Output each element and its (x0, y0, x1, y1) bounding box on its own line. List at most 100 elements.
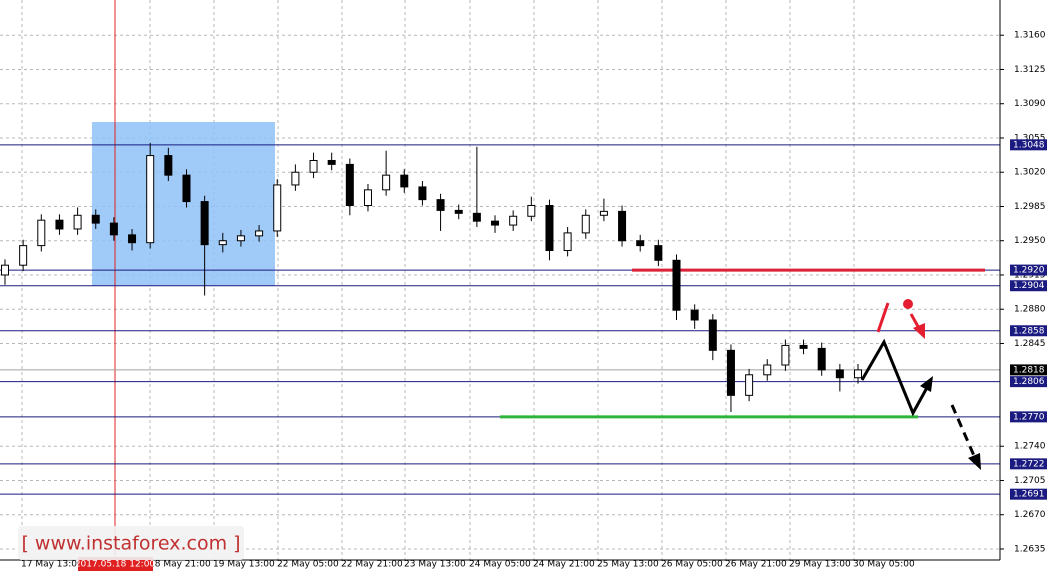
candle-body (400, 174, 409, 188)
level-label: 1.2770 (1013, 412, 1045, 422)
y-tick-label: 1.2950 (1014, 236, 1046, 246)
candle-body (509, 215, 518, 226)
candle-body (563, 232, 572, 252)
candle-body (55, 219, 64, 230)
candles (1, 142, 862, 412)
candle-body (599, 210, 608, 216)
y-tick-label: 1.2670 (1014, 510, 1046, 520)
y-tick-label: 1.3125 (1014, 65, 1046, 75)
watermark: [ www.instaforex.com ] (21, 533, 240, 555)
y-tick-label: 1.3020 (1014, 168, 1046, 178)
x-tick-label: 23 May 13:00 (404, 560, 466, 570)
candle-body (37, 219, 46, 247)
x-tick-label: 24 May 21:00 (533, 560, 595, 570)
candle-body (363, 189, 372, 206)
level-label-bg (1010, 264, 1047, 276)
candle-body (472, 212, 481, 222)
x-tick-label: 18 May 21:00 (149, 560, 211, 570)
candle-body (618, 210, 627, 242)
level-label: 1.2904 (1013, 281, 1045, 291)
candle-body (745, 374, 754, 396)
candle-body (218, 240, 227, 246)
candle-body (436, 199, 445, 211)
level-label: 1.2806 (1013, 377, 1045, 387)
y-axis-labels: 1.3160 1.3125 1.3090 1.3055 1.3020 1.2985 1.29… (1000, 31, 1047, 554)
level-label-bg (1010, 139, 1047, 151)
candle-body (491, 220, 500, 226)
candle-body (19, 245, 28, 266)
candle-body (799, 344, 808, 349)
x-tick-label: 19 May 13:00 (213, 560, 275, 570)
y-tick-label: 1.3055 (1014, 133, 1046, 143)
candle-body (454, 209, 463, 214)
level-label: 1.2858 (1013, 326, 1045, 336)
y-tick-label: 1.2845 (1014, 339, 1046, 349)
candle-body (581, 214, 590, 234)
candle-body (291, 171, 300, 186)
y-tick-label: 1.3160 (1014, 31, 1046, 41)
y-tick-label: 1.2705 (1014, 476, 1046, 486)
arrow-head (968, 453, 981, 470)
range-box (92, 122, 275, 286)
arrow-head (913, 323, 925, 339)
candle-body (1, 264, 9, 276)
forecast-path (860, 338, 931, 417)
level-label-bg (1010, 488, 1047, 500)
candle-body (817, 347, 826, 371)
candle-body (708, 319, 717, 351)
x-tick-label: 26 May 05:00 (661, 560, 723, 570)
candle-body (146, 155, 155, 244)
x-tick-label: 26 May 21:00 (725, 560, 787, 570)
x-axis-labels: 17 May 13:00 18 May 21:00 19 May 13:00 22 M… (21, 560, 915, 570)
level-label: 1.2691 (1013, 490, 1045, 500)
candle-body (182, 174, 191, 203)
y-tick-label: 1.2985 (1014, 202, 1046, 212)
level-label: 1.3048 (1013, 140, 1045, 150)
arrow-head (920, 376, 933, 392)
grid (0, 0, 1000, 560)
level-label: 1.2818 (1013, 365, 1045, 375)
candle-body (781, 344, 790, 366)
level-label-bg (1010, 411, 1047, 423)
x-tick-label: 29 May 13:00 (789, 560, 851, 570)
candle-body (200, 201, 209, 246)
x-tick-label: 24 May 05:00 (469, 560, 531, 570)
y-tick-label: 1.2635 (1014, 544, 1046, 554)
level-label-bg (1010, 458, 1047, 470)
candle-body (91, 214, 100, 224)
candle-body (527, 205, 536, 217)
y-tick-label: 1.3090 (1014, 99, 1046, 109)
level-label-bg (1010, 376, 1047, 388)
candle-body (382, 174, 391, 191)
x-tick-label: 17 May 13:00 (21, 560, 83, 570)
level-label-bg (1010, 325, 1047, 337)
candle-body (726, 349, 735, 396)
candle-body (255, 230, 264, 237)
candle-body (128, 234, 137, 244)
x-tick-label: 25 May 13:00 (597, 560, 659, 570)
forecast (860, 299, 981, 470)
x-tick-label: 22 May 21:00 (341, 560, 403, 570)
candle-body (164, 155, 173, 176)
y-tick-label: 1.2740 (1014, 442, 1046, 452)
candle-body (418, 186, 427, 201)
forecast-red (876, 302, 890, 333)
watermark-box (18, 526, 244, 560)
candle-body (309, 159, 318, 173)
candle-body (327, 159, 336, 165)
candle-body (763, 364, 772, 376)
cursor-label: 2017.05.18 12:00 (75, 560, 156, 570)
x-tick-label: 22 May 05:00 (277, 560, 339, 570)
candle-body (672, 259, 681, 311)
y-tick-label: 1.2880 (1014, 305, 1046, 315)
candle-body (109, 222, 118, 236)
candle-body (73, 214, 82, 230)
candle-body (236, 235, 245, 242)
candle-body (654, 245, 663, 261)
candle-body (690, 309, 699, 321)
level-label: 1.2920 (1013, 266, 1045, 276)
candle-body (345, 163, 354, 206)
